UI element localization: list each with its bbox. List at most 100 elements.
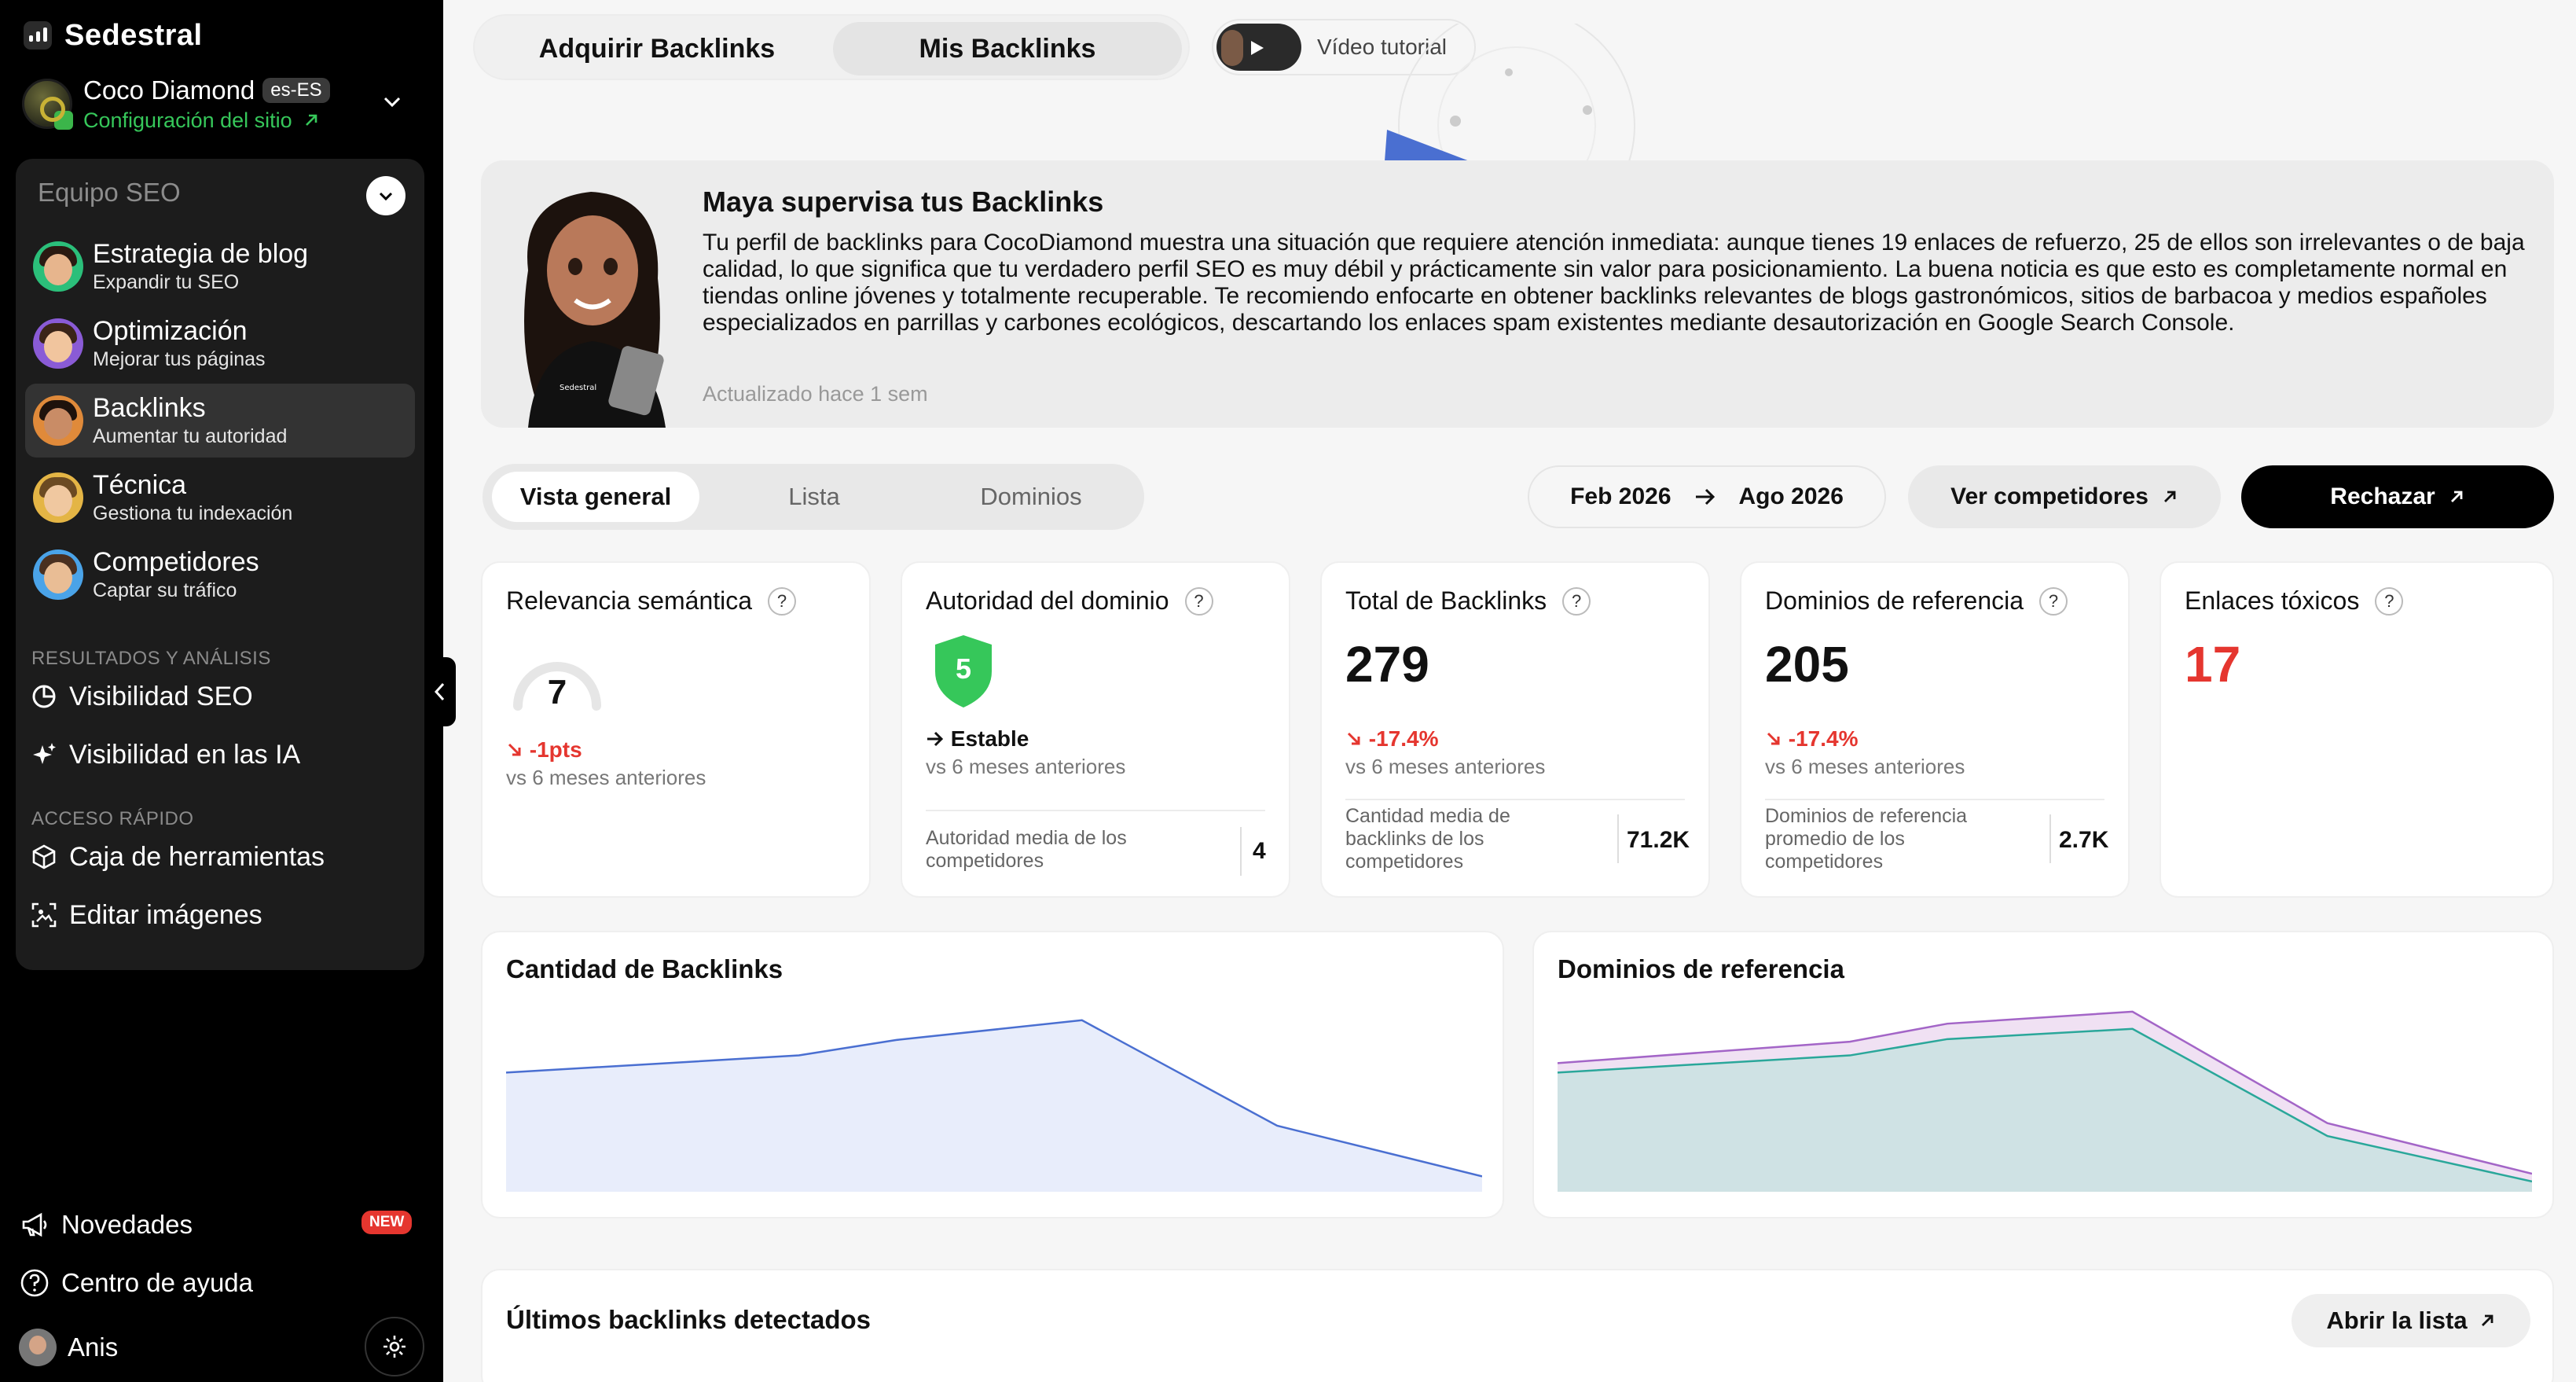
- view-tabs: Vista general Lista Dominios: [483, 464, 1144, 530]
- agent-subtitle: Expandir tu SEO: [93, 271, 240, 293]
- site-selector[interactable]: Coco Diamond es-ES Configuración del sit…: [22, 72, 415, 135]
- referring-domains-competitor-value: 2.7K: [2059, 827, 2109, 853]
- shield-icon: [935, 635, 992, 708]
- brand[interactable]: Sedestral: [24, 16, 203, 55]
- help-icon[interactable]: ?: [768, 586, 797, 616]
- card-title: Relevancia semántica: [506, 586, 753, 615]
- site-name: Coco Diamond: [83, 75, 255, 105]
- agent-subtitle: Captar su tráfico: [93, 579, 237, 601]
- backlinks-count-chart-card: Cantidad de Backlinks: [481, 931, 1504, 1218]
- image-edit-icon: [31, 902, 57, 928]
- avatar: [19, 1329, 57, 1366]
- metric-card-domain-authority: Autoridad del dominio? 5 Estable vs 6 me…: [901, 561, 1290, 898]
- decorative-radar-graphic: [1385, 24, 1635, 165]
- site-avatar: [22, 79, 73, 130]
- nav-edit-images[interactable]: Editar imágenes: [30, 891, 262, 939]
- external-arrow-icon: [2481, 1314, 2493, 1326]
- referring-domains-delta: -17.4%: [1765, 726, 1859, 752]
- chart-series-line-1: [1558, 1027, 2532, 1183]
- video-thumbnail: [1216, 24, 1301, 71]
- user-profile[interactable]: Anis: [19, 1324, 118, 1371]
- arrow-right-icon: [1695, 488, 1715, 505]
- tab-domains[interactable]: Dominios: [980, 483, 1082, 510]
- agent-avatar: [33, 549, 83, 600]
- agent-blog-strategy[interactable]: Estrategia de blog Expandir tu SEO: [25, 230, 415, 303]
- chart-area-1: [1558, 1028, 2532, 1192]
- card-title: Autoridad del dominio: [926, 586, 1169, 615]
- backlinks-count-chart: [506, 1019, 1482, 1192]
- section-title: Últimos backlinks detectados: [506, 1305, 871, 1334]
- settings-button[interactable]: [365, 1317, 424, 1376]
- maya-avatar-illustration: Sedestral: [524, 192, 666, 428]
- user-name: Anis: [68, 1332, 119, 1362]
- agent-subtitle: Gestiona tu indexación: [93, 502, 293, 524]
- tab-acquire-backlinks[interactable]: Adquirir Backlinks: [538, 33, 776, 64]
- team-collapse-button[interactable]: [366, 176, 405, 215]
- open-list-button[interactable]: Abrir la lista: [2292, 1294, 2530, 1347]
- nav-ai-visibility[interactable]: Visibilidad en las IA: [30, 731, 300, 778]
- nav-label: Visibilidad en las IA: [69, 739, 301, 770]
- box-icon: [32, 844, 56, 869]
- view-competitors-button[interactable]: Ver competidores: [1908, 465, 2221, 528]
- chart-series-line-0: [506, 1019, 1482, 1178]
- authority-delta: Estable: [926, 726, 1029, 752]
- nav-news[interactable]: Novedades: [19, 1201, 193, 1248]
- quick-access-label: ACCESO RÁPIDO: [31, 808, 194, 829]
- chart-area-0: [506, 1020, 1482, 1192]
- new-badge: NEW: [361, 1211, 413, 1234]
- metric-card-referring-domains: Dominios de referencia? 205 -17.4% vs 6 …: [1740, 561, 2130, 898]
- tab-my-backlinks[interactable]: Mis Backlinks: [833, 22, 1182, 75]
- chart-title: Dominios de referencia: [1558, 954, 1844, 983]
- gear-icon: [383, 1336, 405, 1358]
- video-tutorial-button[interactable]: Vídeo tutorial: [1212, 19, 1476, 75]
- trend-down-icon: [1347, 732, 1360, 745]
- external-arrow-icon: [306, 114, 317, 126]
- nav-seo-visibility[interactable]: Visibilidad SEO: [30, 673, 253, 720]
- chevron-down-icon[interactable]: [380, 90, 404, 113]
- site-config-link[interactable]: Configuración del sitio: [83, 108, 330, 133]
- play-icon: [1251, 41, 1264, 55]
- trend-down-icon: [1767, 732, 1780, 745]
- maya-updated-time: Actualizado hace 1 sem: [703, 382, 928, 406]
- agent-optimization[interactable]: Optimización Mejorar tus páginas: [25, 307, 415, 380]
- help-icon[interactable]: ?: [2039, 586, 2068, 616]
- agent-avatar: [33, 395, 83, 446]
- nav-toolbox[interactable]: Caja de herramientas: [30, 833, 325, 880]
- authority-comparison-note: vs 6 meses anteriores: [926, 755, 1126, 778]
- agent-subtitle: Mejorar tus páginas: [93, 348, 266, 370]
- referring-domains-value: 205: [1765, 636, 1849, 693]
- agent-title: Optimización: [93, 316, 248, 346]
- maya-summary-card: Sedestral Maya supervisa tus Backlinks T…: [481, 160, 2554, 428]
- referring-domains-chart-card: Dominios de referencia: [1532, 931, 2554, 1218]
- agent-title: Competidores: [93, 547, 259, 577]
- agent-title: Estrategia de blog: [93, 239, 309, 269]
- metric-card-semantic-relevance: Relevancia semántica? 7 -1pts vs 6 meses…: [481, 561, 871, 898]
- help-icon[interactable]: ?: [1184, 586, 1213, 616]
- date-range-picker[interactable]: Feb 2026 Ago 2026: [1528, 465, 1886, 528]
- results-section-label: RESULTADOS Y ANÁLISIS: [31, 648, 271, 669]
- chart-title: Cantidad de Backlinks: [506, 954, 783, 983]
- relevance-comparison-note: vs 6 meses anteriores: [506, 766, 706, 789]
- agent-avatar: [33, 241, 83, 292]
- agent-technical[interactable]: Técnica Gestiona tu indexación: [25, 461, 415, 535]
- help-icon[interactable]: ?: [1562, 586, 1591, 616]
- nav-help-center[interactable]: Centro de ayuda: [19, 1259, 253, 1307]
- metric-card-total-backlinks: Total de Backlinks? 279 -17.4% vs 6 mese…: [1320, 561, 1710, 898]
- referring-domains-chart: [1558, 1010, 2532, 1192]
- agent-competitors[interactable]: Competidores Captar su tráfico: [25, 538, 415, 612]
- megaphone-icon: [22, 1212, 47, 1237]
- tutorial-label: Vídeo tutorial: [1317, 35, 1447, 59]
- date-from: Feb 2026: [1570, 483, 1671, 509]
- help-icon[interactable]: ?: [2375, 586, 2404, 616]
- external-arrow-icon: [2450, 491, 2463, 502]
- button-label: Rechazar: [2330, 483, 2435, 509]
- agent-backlinks[interactable]: Backlinks Aumentar tu autoridad: [25, 384, 415, 458]
- referring-domains-comparison-note: vs 6 meses anteriores: [1765, 755, 1965, 778]
- tab-list[interactable]: Lista: [788, 483, 840, 510]
- sidebar-collapse-button[interactable]: [424, 657, 456, 726]
- nav-label: Centro de ayuda: [61, 1268, 254, 1297]
- reject-button[interactable]: Rechazar: [2241, 465, 2554, 528]
- tab-overview[interactable]: Vista general: [492, 472, 699, 522]
- pie-chart-icon: [32, 685, 56, 708]
- card-title: Total de Backlinks: [1345, 586, 1547, 615]
